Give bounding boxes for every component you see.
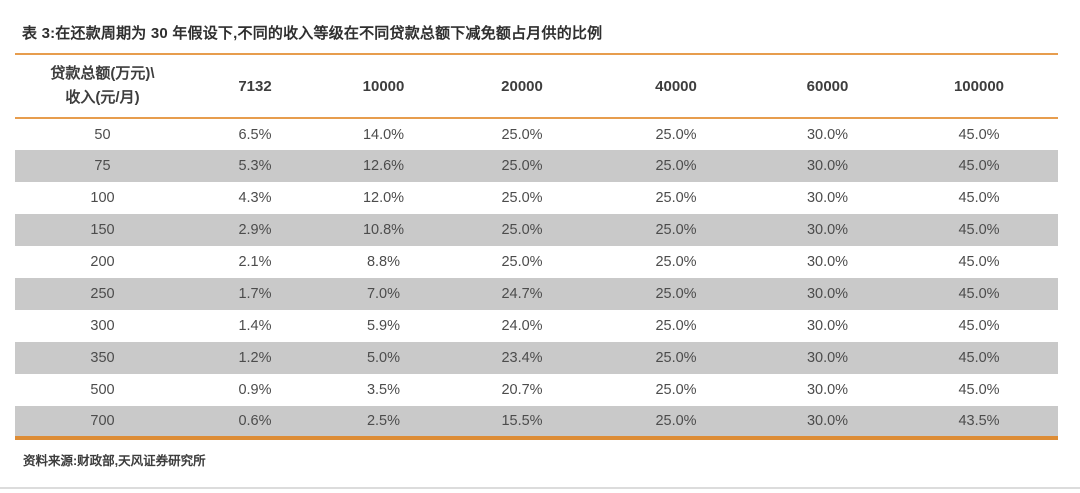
table-row: 75 5.3% 12.6% 25.0% 25.0% 30.0% 45.0%	[15, 150, 1058, 182]
row-income-label: 700	[90, 413, 115, 429]
value-cell: 25.0%	[655, 413, 697, 429]
row-income-label: 100	[90, 190, 115, 206]
value-cell: 8.8%	[366, 254, 401, 270]
value-cell: 45.0%	[958, 222, 1000, 238]
value-cell: 25.0%	[655, 222, 697, 238]
value-cell: 25.0%	[501, 126, 543, 143]
column-header-100000: 100000	[953, 77, 1005, 95]
value-cell: 25.0%	[501, 158, 543, 174]
value-cell: 14.0%	[362, 126, 405, 143]
row-income-label: 75	[94, 158, 111, 174]
value-cell: 23.4%	[501, 350, 543, 366]
value-cell: 30.0%	[806, 254, 849, 270]
value-cell: 6.5%	[238, 126, 272, 143]
value-cell: 30.0%	[806, 126, 849, 143]
row-income-label: 200	[90, 254, 115, 270]
row-income-label: 250	[90, 286, 115, 302]
column-header-40000: 40000	[655, 77, 697, 95]
table-row: 700 0.6% 2.5% 15.5% 25.0% 30.0% 43.5%	[15, 406, 1058, 438]
value-cell: 45.0%	[958, 190, 1000, 206]
value-cell: 1.2%	[238, 350, 272, 366]
value-cell: 10.8%	[362, 222, 405, 238]
value-cell: 25.0%	[655, 286, 697, 302]
data-table: 贷款总额(万元)\ 收入(元/月) 7132 10000 20000 40000…	[15, 53, 1058, 440]
value-cell: 30.0%	[806, 158, 849, 174]
value-cell: 12.6%	[362, 158, 405, 174]
value-cell: 25.0%	[655, 254, 697, 270]
source-note: 资料来源:财政部,天风证券研究所	[23, 454, 206, 468]
corner-header-line1: 贷款总额(万元)\	[50, 65, 155, 82]
table-row: 150 2.9% 10.8% 25.0% 25.0% 30.0% 45.0%	[15, 214, 1058, 246]
table-header-row: 贷款总额(万元)\ 收入(元/月) 7132 10000 20000 40000…	[15, 54, 1058, 118]
value-cell: 45.0%	[958, 382, 1000, 398]
value-cell: 25.0%	[655, 158, 697, 174]
value-cell: 3.5%	[366, 382, 401, 398]
value-cell: 45.0%	[958, 126, 1000, 143]
table-row: 50 6.5% 14.0% 25.0% 25.0% 30.0% 45.0%	[15, 118, 1058, 150]
column-header-20000: 20000	[501, 77, 543, 95]
table-row: 200 2.1% 8.8% 25.0% 25.0% 30.0% 45.0%	[15, 246, 1058, 278]
table-row: 250 1.7% 7.0% 24.7% 25.0% 30.0% 45.0%	[15, 278, 1058, 310]
value-cell: 24.0%	[501, 318, 543, 334]
column-header-60000: 60000	[806, 77, 849, 95]
value-cell: 2.5%	[366, 413, 401, 429]
row-income-label: 300	[90, 318, 115, 334]
value-cell: 25.0%	[655, 190, 697, 206]
value-cell: 5.3%	[238, 158, 272, 174]
value-cell: 25.0%	[655, 350, 697, 366]
value-cell: 7.0%	[366, 286, 401, 302]
value-cell: 25.0%	[501, 190, 543, 206]
table-row: 350 1.2% 5.0% 23.4% 25.0% 30.0% 45.0%	[15, 342, 1058, 374]
value-cell: 45.0%	[958, 254, 1000, 270]
corner-header: 贷款总额(万元)\ 收入(元/月)	[15, 54, 190, 118]
row-income-label: 500	[90, 382, 115, 398]
value-cell: 30.0%	[806, 382, 849, 398]
value-cell: 20.7%	[501, 382, 543, 398]
value-cell: 45.0%	[958, 158, 1000, 174]
value-cell: 24.7%	[501, 286, 543, 302]
corner-header-line2: 收入(元/月)	[65, 89, 140, 106]
value-cell: 0.6%	[238, 413, 272, 429]
value-cell: 45.0%	[958, 350, 1000, 366]
value-cell: 25.0%	[501, 222, 543, 238]
value-cell: 2.9%	[238, 222, 272, 238]
column-header-10000: 10000	[362, 77, 405, 95]
table-row: 100 4.3% 12.0% 25.0% 25.0% 30.0% 45.0%	[15, 182, 1058, 214]
page-bottom-divider	[0, 487, 1080, 489]
value-cell: 25.0%	[501, 254, 543, 270]
value-cell: 43.5%	[958, 413, 1000, 429]
value-cell: 25.0%	[655, 382, 697, 398]
value-cell: 1.4%	[238, 318, 272, 334]
value-cell: 30.0%	[806, 286, 849, 302]
table-row: 300 1.4% 5.9% 24.0% 25.0% 30.0% 45.0%	[15, 310, 1058, 342]
value-cell: 30.0%	[806, 190, 849, 206]
row-income-label: 50	[94, 126, 111, 143]
table-row: 500 0.9% 3.5% 20.7% 25.0% 30.0% 45.0%	[15, 374, 1058, 406]
value-cell: 45.0%	[958, 286, 1000, 302]
value-cell: 5.0%	[366, 350, 401, 366]
value-cell: 30.0%	[806, 222, 849, 238]
table-title: 表 3:在还款周期为 30 年假设下,不同的收入等级在不同贷款总额下减免额占月供…	[22, 25, 603, 42]
column-header-7132: 7132	[238, 77, 272, 95]
value-cell: 25.0%	[655, 318, 697, 334]
value-cell: 2.1%	[238, 254, 272, 270]
row-income-label: 350	[90, 350, 115, 366]
value-cell: 30.0%	[806, 413, 849, 429]
value-cell: 5.9%	[366, 318, 401, 334]
value-cell: 25.0%	[655, 126, 697, 143]
value-cell: 1.7%	[238, 286, 272, 302]
value-cell: 0.9%	[238, 382, 272, 398]
value-cell: 45.0%	[958, 318, 1000, 334]
value-cell: 30.0%	[806, 350, 849, 366]
value-cell: 12.0%	[362, 190, 405, 206]
row-income-label: 150	[90, 222, 115, 238]
value-cell: 30.0%	[806, 318, 849, 334]
value-cell: 4.3%	[238, 190, 272, 206]
value-cell: 15.5%	[501, 413, 543, 429]
